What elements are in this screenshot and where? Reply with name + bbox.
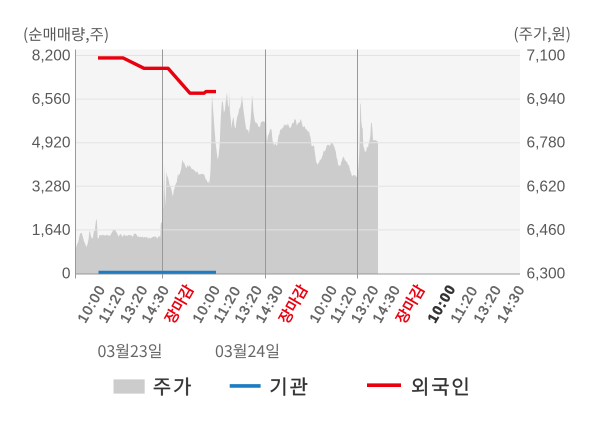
svg-text:1,640: 1,640 <box>32 222 71 239</box>
svg-text:6,460: 6,460 <box>527 222 566 239</box>
svg-text:6,940: 6,940 <box>527 91 566 108</box>
svg-text:6,780: 6,780 <box>527 135 566 152</box>
svg-text:8,200: 8,200 <box>32 48 71 65</box>
svg-text:6,560: 6,560 <box>32 91 71 108</box>
svg-text:6,620: 6,620 <box>527 178 566 195</box>
svg-text:4,920: 4,920 <box>32 135 71 152</box>
svg-text:3,280: 3,280 <box>32 178 71 195</box>
svg-text:0: 0 <box>62 266 71 283</box>
svg-text:6,300: 6,300 <box>527 266 566 283</box>
svg-text:7,100: 7,100 <box>527 48 566 65</box>
